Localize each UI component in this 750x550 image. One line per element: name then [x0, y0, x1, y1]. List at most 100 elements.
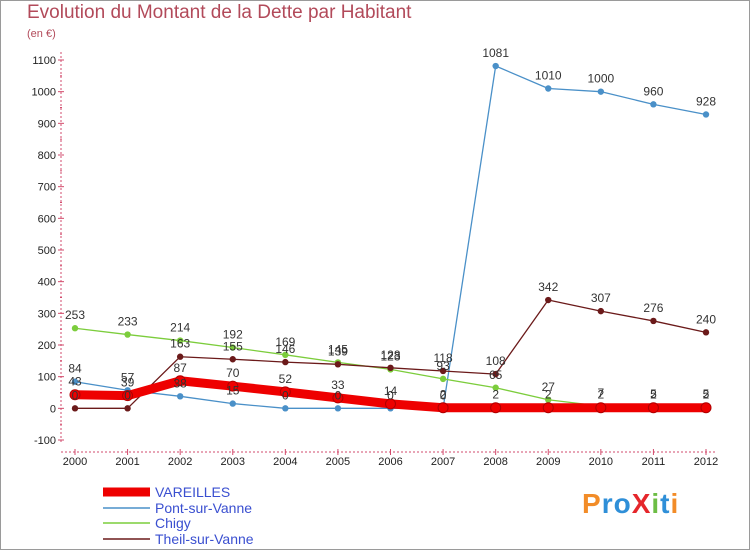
data-label: 163: [170, 337, 190, 351]
y-tick-label: 700: [38, 182, 56, 194]
data-label: 146: [275, 342, 295, 356]
data-label: 1000: [587, 72, 614, 86]
logo-letter: o: [613, 488, 632, 519]
data-point: [229, 356, 236, 363]
data-label: 240: [696, 312, 716, 326]
data-label: 57: [121, 370, 135, 384]
data-label: 0: [124, 388, 131, 402]
y-tick-label: 200: [38, 340, 56, 352]
data-point: [124, 405, 131, 412]
logo-letter: r: [601, 488, 614, 519]
data-label: 2: [703, 388, 710, 402]
data-label: 960: [643, 84, 663, 98]
data-label: 84: [68, 362, 82, 376]
data-point: [439, 367, 447, 375]
data-label: 2: [492, 388, 499, 402]
y-tick-label: -100: [34, 435, 56, 447]
data-label: 108: [486, 354, 506, 368]
data-point: [437, 402, 449, 414]
chart-unit-label: (en €): [27, 28, 56, 40]
data-point: [282, 405, 289, 412]
data-label: 0: [440, 388, 447, 402]
data-label: 233: [118, 315, 138, 329]
data-point: [439, 375, 447, 383]
x-tick-label: 2007: [431, 456, 455, 468]
y-tick-label: 1000: [32, 87, 56, 99]
legend-label-0: VAREILLES: [155, 484, 230, 500]
x-tick-label: 2002: [168, 456, 192, 468]
data-label: 139: [328, 344, 348, 358]
data-label: 128: [380, 348, 400, 362]
x-tick-label: 2005: [326, 456, 350, 468]
data-point: [702, 329, 710, 336]
data-label: 192: [223, 328, 243, 342]
data-point: [702, 111, 710, 118]
data-label: 1010: [535, 69, 562, 83]
data-label: 0: [387, 388, 394, 402]
data-point: [229, 344, 236, 351]
data-point: [176, 353, 184, 360]
x-tick-label: 2009: [536, 456, 560, 468]
data-point: [545, 85, 552, 92]
y-tick-label: 1100: [32, 55, 56, 67]
data-label: 7: [597, 386, 604, 400]
data-label: 14: [384, 384, 398, 398]
x-tick-label: 2001: [115, 456, 139, 468]
data-label: 70: [226, 366, 240, 380]
data-label: 0: [335, 388, 342, 402]
x-tick-label: 2010: [589, 456, 613, 468]
x-tick-label: 2006: [378, 456, 402, 468]
y-tick-label: 0: [50, 403, 56, 415]
data-point: [387, 364, 394, 371]
data-label: 155: [223, 339, 243, 353]
data-label: 39: [121, 376, 135, 390]
y-tick-label: 600: [38, 213, 56, 225]
data-label: 307: [591, 291, 611, 305]
data-label: 342: [538, 280, 558, 294]
data-point: [332, 392, 344, 404]
data-point: [71, 325, 79, 332]
proxiti-logo: ProXiti: [582, 488, 679, 520]
x-tick-label: 2000: [63, 456, 87, 468]
data-label: 5: [703, 387, 710, 401]
logo-letter: X: [631, 488, 652, 519]
data-label: 214: [170, 321, 190, 335]
data-label: 169: [275, 335, 295, 349]
x-tick-label: 2004: [273, 456, 297, 468]
data-point: [650, 101, 657, 108]
data-label: 87: [173, 361, 187, 375]
data-label: 276: [643, 301, 663, 315]
x-tick-label: 2012: [694, 456, 718, 468]
data-point: [545, 396, 552, 403]
data-point: [597, 307, 605, 315]
chart-title: Evolution du Montant de la Dette par Hab…: [27, 2, 412, 23]
data-point: [282, 358, 289, 366]
logo-letter: i: [670, 488, 680, 519]
data-label: 5: [650, 387, 657, 401]
data-label: 43: [68, 375, 82, 389]
data-point: [229, 400, 236, 407]
data-point: [227, 380, 239, 392]
data-point: [542, 402, 554, 414]
logo-letter: t: [660, 488, 671, 519]
data-label: 123: [380, 349, 400, 363]
data-point: [334, 361, 342, 368]
data-label: 2: [650, 388, 657, 402]
y-tick-label: 500: [38, 245, 56, 257]
data-label: 93: [436, 359, 450, 373]
data-label: 118: [434, 351, 453, 365]
data-point: [122, 390, 134, 402]
data-point: [385, 398, 396, 410]
data-point: [597, 88, 605, 95]
data-point: [71, 378, 79, 385]
data-label: 38: [173, 376, 187, 390]
legend-label-3: Theil-sur-Vanne: [155, 531, 254, 547]
data-point: [124, 331, 131, 338]
data-label: 0: [72, 388, 79, 402]
data-label: 253: [65, 308, 85, 322]
legend-label-1: Pont-sur-Vanne: [155, 500, 252, 516]
data-point: [176, 393, 184, 400]
y-tick-label: 900: [38, 118, 56, 130]
y-tick-label: 800: [38, 150, 56, 162]
